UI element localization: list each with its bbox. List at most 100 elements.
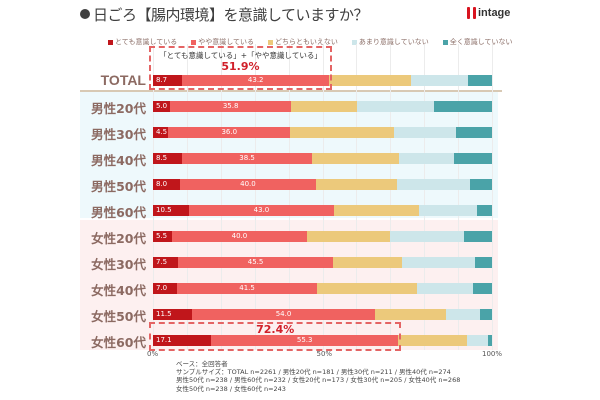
legend-swatch — [351, 39, 357, 45]
bar-segment-series-4 — [434, 101, 492, 112]
data-label: 7.5 — [156, 258, 168, 266]
legend-label: とても意識している — [115, 38, 178, 46]
bar-row: 7.0 41.5 — [153, 283, 492, 294]
category-label: 男性20代 — [91, 101, 146, 116]
bar-row: 7.5 45.5 — [153, 257, 492, 268]
bar-segment-series-1 — [182, 75, 329, 86]
category-label: 男性40代 — [91, 153, 146, 168]
bar-segment-series-0 — [153, 179, 181, 190]
bar-segment-series-1 — [210, 335, 399, 346]
footnote-sample-1: サンプルサイズ：TOTAL n=2261 / 男性20代 n=181 / 男性3… — [176, 368, 451, 377]
bar-segment-series-3 — [418, 205, 477, 216]
data-label: 11.5 — [156, 310, 172, 318]
intage-logo-icon — [467, 7, 476, 19]
legend-item-3: あまり意識していない — [351, 37, 429, 47]
bar-segment-series-0 — [153, 257, 179, 268]
bar-segment-series-0 — [153, 205, 189, 216]
bar-segment-series-3 — [401, 257, 476, 268]
bar-segment-series-0 — [153, 283, 177, 294]
bar-segment-series-1 — [176, 283, 318, 294]
bar-segment-series-0 — [153, 127, 169, 138]
bar-segment-series-3 — [398, 153, 455, 164]
data-label: 40.0 — [231, 232, 248, 240]
bar-segment-series-3 — [445, 309, 481, 320]
legend-item-1: やや意識している — [191, 37, 254, 47]
data-label: 35.8 — [222, 102, 239, 110]
bar-segment-series-1 — [168, 127, 291, 138]
footnote-sample-2: 男性50代 n=238 / 男性60代 n=232 / 女性20代 n=173 … — [176, 376, 461, 385]
data-label: 41.5 — [239, 284, 255, 292]
bar-segment-series-4 — [476, 205, 492, 216]
legend-swatch — [268, 39, 274, 45]
bar-segment-series-2 — [375, 309, 446, 320]
bar-segment-series-1 — [171, 231, 308, 242]
data-label: 43.0 — [253, 206, 270, 214]
bar-segment-series-0 — [153, 153, 182, 164]
gridline — [458, 44, 460, 350]
data-label: 17.1 — [156, 336, 172, 344]
footnote: ベース：全回答者 サンプルサイズ：TOTAL n=2261 / 男性20代 n=… — [176, 360, 460, 393]
bar-segment-series-3 — [356, 101, 435, 112]
bar-segment-series-1 — [181, 153, 313, 164]
category-label: 女性30代 — [91, 257, 146, 272]
bar-segment-series-3 — [389, 231, 465, 242]
footnote-sample-3: 女性50代 n=238 / 女性60代 n=243 — [176, 384, 286, 393]
gridline — [254, 44, 256, 350]
bar-segment-series-3 — [417, 283, 473, 294]
data-label: 38.5 — [239, 154, 255, 162]
logo-text: intage — [478, 7, 511, 19]
bar-segment-series-2 — [328, 75, 411, 86]
bar-segment-series-1 — [169, 101, 292, 112]
data-label: 36.0 — [221, 128, 238, 136]
callout-box: 「とても意識している」+「やや意識している」 51.9% — [149, 46, 332, 90]
category-label: 女性20代 — [91, 231, 146, 246]
x-tick-label: 50% — [316, 350, 333, 358]
bar-row: 8.0 40.0 — [153, 179, 492, 190]
legend-label: やや意識している — [198, 38, 255, 46]
data-label: 10.5 — [156, 206, 172, 214]
bar-row: 17.1 55.3 — [153, 335, 492, 346]
category-label: 男性50代 — [91, 179, 146, 194]
bar-row: 5.5 40.0 — [153, 231, 492, 242]
bar-row: 4.5 36.0 — [153, 127, 492, 138]
legend-item-4: 全く意識していない — [442, 37, 513, 47]
data-label: 54.0 — [275, 310, 292, 318]
gridline — [390, 44, 392, 350]
bar-segment-series-1 — [180, 179, 316, 190]
category-label: TOTAL — [100, 72, 146, 88]
bar-segment-series-3 — [396, 179, 470, 190]
category-label: 女性50代 — [91, 309, 146, 324]
legend-label: どちらともいえない — [275, 38, 338, 46]
legend-swatch — [442, 39, 448, 45]
bar-segment-series-4 — [475, 257, 492, 268]
legend-label: あまり意識していない — [358, 38, 429, 46]
data-label: 40.0 — [240, 180, 256, 188]
gridline — [322, 44, 324, 350]
bar-segment-series-1 — [178, 257, 333, 268]
data-label: 45.5 — [247, 258, 264, 266]
bar-segment-series-2 — [315, 179, 397, 190]
gridline — [186, 44, 188, 350]
callout-box: 72.4% — [149, 322, 402, 351]
bar-row: 8.7 43.2 — [153, 75, 492, 86]
legend-item-0: とても意識している — [108, 37, 177, 47]
data-label: 43.2 — [247, 76, 264, 84]
bar-segment-series-2 — [312, 153, 399, 164]
bar-segment-series-4 — [464, 231, 492, 242]
bar-segment-series-3 — [466, 335, 489, 346]
data-label: 5.5 — [156, 232, 168, 240]
bar-segment-series-4 — [488, 335, 492, 346]
x-tick-label: 100% — [482, 350, 503, 358]
title-text: 日ごろ【腸内環境】を意識していますか？ — [93, 6, 369, 24]
gridline — [220, 44, 222, 350]
chart-legend: とても意識している やや意識している どちらともいえない あまり意識していない 全く意識… — [108, 37, 513, 47]
callout-value: 51.9% — [221, 60, 260, 73]
bullet-icon — [80, 9, 90, 19]
bar-segment-series-2 — [334, 205, 419, 216]
bar-row: 10.5 43.0 — [153, 205, 492, 216]
data-label: 4.5 — [156, 128, 168, 136]
gridline — [424, 44, 426, 350]
bar-segment-series-4 — [468, 75, 492, 86]
bar-segment-series-2 — [332, 257, 402, 268]
data-label: 8.7 — [156, 76, 168, 84]
